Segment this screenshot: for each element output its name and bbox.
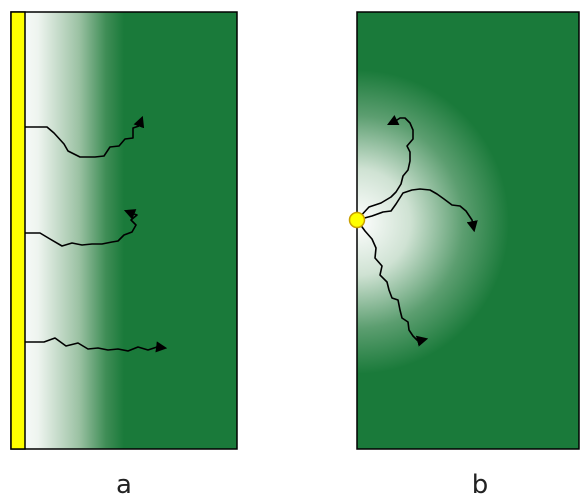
panel-b-background bbox=[357, 12, 579, 449]
panel-a-yellow-source-strip bbox=[11, 12, 25, 449]
point-source-dot bbox=[350, 213, 365, 228]
panel-a-label: a bbox=[116, 470, 132, 497]
panel-b: b bbox=[350, 12, 580, 497]
panel-b-label: b bbox=[472, 470, 489, 497]
panel-a-background bbox=[11, 12, 237, 449]
panel-a: a bbox=[11, 12, 237, 497]
